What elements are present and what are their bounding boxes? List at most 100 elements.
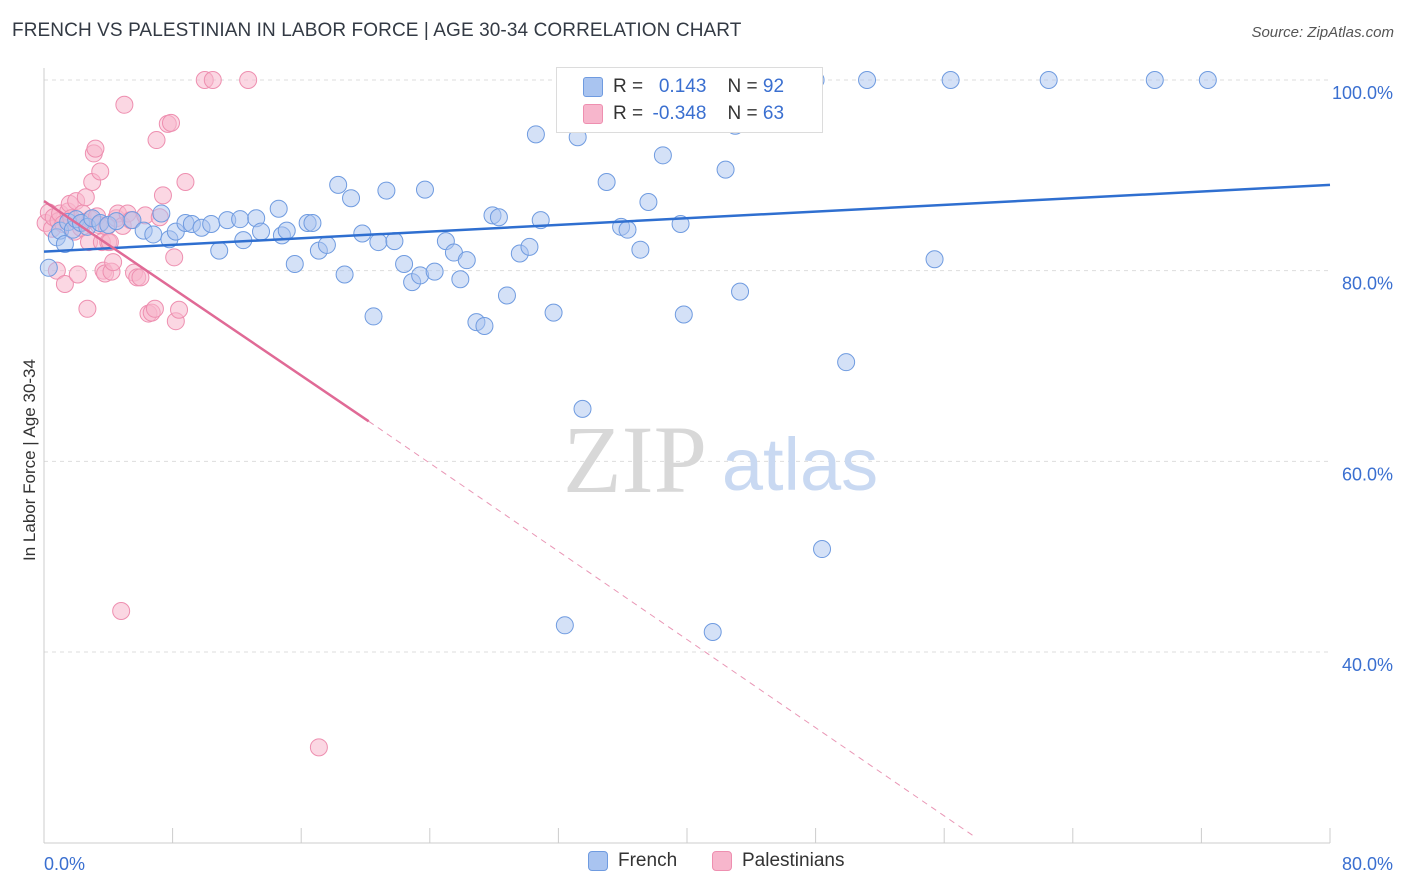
legend-pal-swatch — [712, 851, 732, 871]
french-point-16 — [152, 204, 171, 223]
french-point-15 — [144, 225, 163, 244]
french-point-25 — [231, 210, 250, 229]
french-point-69 — [618, 220, 637, 239]
french-point-82 — [858, 71, 877, 89]
french-point-0 — [39, 258, 58, 277]
pal-point-45 — [131, 268, 150, 287]
french-point-88 — [1145, 71, 1164, 89]
french-point-64 — [555, 616, 574, 635]
french-n-label: N = — [727, 76, 758, 97]
pal-point-60 — [203, 71, 222, 89]
french-point-13 — [123, 211, 142, 230]
pal-point-58 — [176, 173, 195, 192]
french-point-72 — [653, 146, 672, 165]
french-point-87 — [1039, 71, 1058, 89]
french-point-78 — [716, 160, 735, 179]
pal-point-24 — [86, 139, 105, 158]
french-point-48 — [415, 180, 434, 199]
pal-point-50 — [147, 131, 166, 150]
french-point-58 — [497, 286, 516, 305]
pal-trend-line — [43, 200, 370, 423]
stats-box: R = 0.143 N = 92 R = -0.348 N = 63 — [556, 67, 823, 133]
french-point-53 — [457, 251, 476, 270]
pal-point-61 — [239, 71, 258, 89]
french-point-45 — [395, 254, 414, 273]
french-point-39 — [342, 189, 361, 208]
french-point-43 — [377, 181, 396, 200]
french-point-44 — [385, 232, 404, 251]
y-tick-label-80: 80.0% — [1342, 274, 1393, 294]
french-point-41 — [364, 307, 383, 326]
pal-point-27 — [91, 162, 110, 181]
grid — [44, 79, 1330, 653]
french-points — [39, 71, 1217, 641]
y-tick-label-40: 40.0% — [1342, 655, 1393, 675]
source-label: Source: ZipAtlas.com — [1251, 24, 1394, 41]
watermark: ZIP atlas — [563, 406, 878, 513]
pal-point-8 — [55, 275, 74, 294]
french-point-3 — [55, 234, 74, 253]
french-point-71 — [639, 193, 658, 212]
french-point-42 — [369, 233, 388, 252]
x-tick-label-max: 80.0% — [1342, 854, 1393, 874]
french-r-label: R = — [613, 76, 644, 97]
pal-point-19 — [78, 299, 97, 318]
pal-point-38 — [112, 602, 131, 621]
legend: French Palestinians — [0, 850, 1406, 880]
french-point-67 — [597, 173, 616, 192]
pal-point-57 — [170, 300, 189, 319]
french-point-89 — [1198, 71, 1217, 89]
french-point-63 — [544, 303, 563, 322]
french-point-37 — [329, 175, 348, 194]
pal-r-value: -0.348 — [652, 103, 707, 124]
pal-point-18 — [76, 188, 95, 207]
french-point-57 — [489, 208, 508, 227]
pal-point-40 — [115, 95, 134, 114]
french-point-86 — [925, 250, 944, 269]
french-point-12 — [107, 212, 126, 231]
tick-labels: 40.0% 60.0% 80.0% 100.0% 0.0% 80.0% — [44, 83, 1393, 874]
french-point-55 — [475, 316, 494, 335]
legend-item-french[interactable]: French — [588, 850, 677, 872]
pal-point-54 — [161, 113, 180, 132]
french-point-40 — [353, 224, 372, 243]
french-point-28 — [252, 222, 271, 241]
french-point-22 — [202, 214, 221, 233]
legend-french-label: French — [618, 850, 678, 871]
french-n-value: 92 — [762, 76, 785, 97]
pal-swatch — [583, 104, 603, 124]
french-point-80 — [731, 282, 750, 301]
y-tick-label-100: 100.0% — [1332, 83, 1393, 103]
pal-point-52 — [153, 186, 172, 205]
french-swatch — [583, 77, 603, 97]
french-point-34 — [303, 214, 322, 232]
axes — [43, 68, 1331, 844]
french-stats: R = 0.143 N = 92 — [613, 76, 784, 98]
pal-point-62 — [309, 738, 328, 757]
pal-trend-extension — [368, 420, 977, 839]
french-point-85 — [941, 71, 960, 89]
french-point-84 — [837, 353, 856, 372]
pal-n-label: N = — [727, 103, 758, 124]
watermark-zip: ZIP — [563, 406, 707, 513]
legend-item-palestinians[interactable]: Palestinians — [712, 850, 844, 872]
pal-point-35 — [104, 253, 123, 272]
french-trend-line — [43, 183, 1331, 253]
y-tick-label-60: 60.0% — [1342, 464, 1393, 484]
french-point-52 — [451, 270, 470, 289]
french-point-61 — [526, 125, 545, 144]
french-point-29 — [269, 199, 288, 218]
pal-n-value: 63 — [762, 103, 785, 124]
watermark-atlas: atlas — [722, 423, 878, 506]
french-r-value: 0.143 — [658, 76, 707, 97]
legend-french-swatch — [588, 851, 608, 871]
french-point-75 — [674, 305, 693, 324]
palestinian-points — [36, 71, 328, 757]
french-point-31 — [277, 221, 296, 240]
french-point-38 — [335, 265, 354, 284]
french-point-66 — [573, 399, 592, 418]
french-point-49 — [425, 262, 444, 281]
pal-point-55 — [165, 248, 184, 267]
trend-lines — [43, 183, 1331, 839]
